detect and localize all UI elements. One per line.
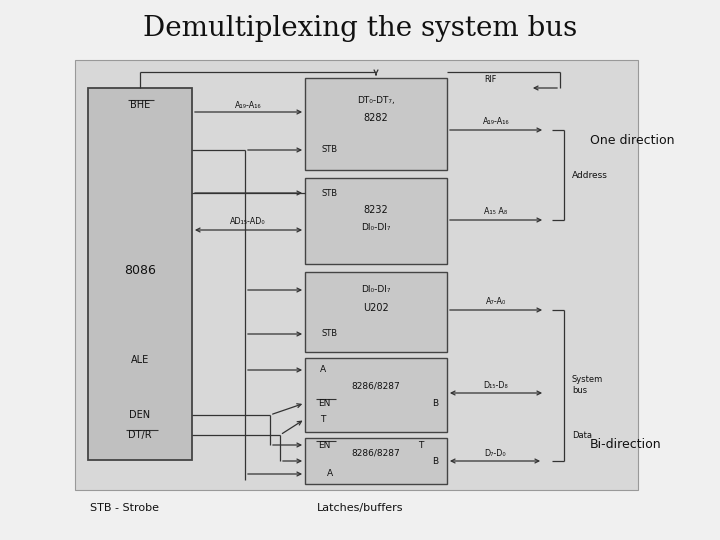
Text: DI₀-DI₇: DI₀-DI₇ — [361, 286, 391, 294]
Text: DT₀-DT₇,: DT₀-DT₇, — [357, 96, 395, 105]
Text: Latches/buffers: Latches/buffers — [317, 503, 403, 513]
Bar — [305, 78, 447, 170]
Text: One direction: One direction — [590, 133, 675, 146]
Text: 8286/8287: 8286/8287 — [351, 449, 400, 457]
Bar — [305, 178, 447, 264]
Text: D₇-D₀: D₇-D₀ — [484, 449, 506, 457]
Text: RIF: RIF — [484, 76, 496, 84]
Text: STB: STB — [322, 329, 338, 339]
Bar — [305, 272, 447, 352]
Text: Bi-direction: Bi-direction — [590, 438, 662, 451]
Text: A₁₉-A₁₆: A₁₉-A₁₆ — [482, 118, 509, 126]
Text: STB - Strobe: STB - Strobe — [90, 503, 159, 513]
Text: 8086: 8086 — [124, 264, 156, 276]
Text: A₇-A₀: A₇-A₀ — [486, 298, 506, 307]
Text: DEN: DEN — [130, 410, 150, 420]
Text: STB: STB — [322, 188, 338, 198]
Text: A: A — [327, 469, 333, 478]
Text: A: A — [320, 366, 326, 375]
Bar — [305, 358, 447, 432]
Text: DT/R: DT/R — [128, 430, 152, 440]
Text: U202: U202 — [363, 303, 389, 313]
Text: T: T — [418, 441, 423, 449]
Text: A₁₅ A₈: A₁₅ A₈ — [485, 207, 508, 217]
Text: STB: STB — [322, 145, 338, 154]
Text: Data: Data — [572, 430, 592, 440]
Text: B: B — [432, 456, 438, 465]
Text: T: T — [320, 415, 325, 423]
Text: EN: EN — [318, 441, 330, 449]
Text: 8286/8287: 8286/8287 — [351, 381, 400, 390]
Text: System
bus: System bus — [572, 375, 603, 395]
Text: DI₀-DI₇: DI₀-DI₇ — [361, 224, 391, 233]
Text: A₁₉-A₁₆: A₁₉-A₁₆ — [235, 100, 261, 110]
Text: BHE: BHE — [130, 100, 150, 110]
Bar — [88, 88, 192, 460]
Text: D₁₅-D₈: D₁₅-D₈ — [484, 381, 508, 389]
Text: B: B — [432, 399, 438, 408]
Text: 8232: 8232 — [364, 205, 388, 215]
Text: Demultiplexing the system bus: Demultiplexing the system bus — [143, 15, 577, 42]
Text: 8282: 8282 — [364, 113, 388, 123]
Bar — [305, 438, 447, 484]
Text: EN: EN — [318, 399, 330, 408]
Text: ALE: ALE — [131, 355, 149, 365]
Bar — [75, 60, 638, 490]
Text: AD₁₅-AD₀: AD₁₅-AD₀ — [230, 218, 266, 226]
Text: Address: Address — [572, 171, 608, 179]
